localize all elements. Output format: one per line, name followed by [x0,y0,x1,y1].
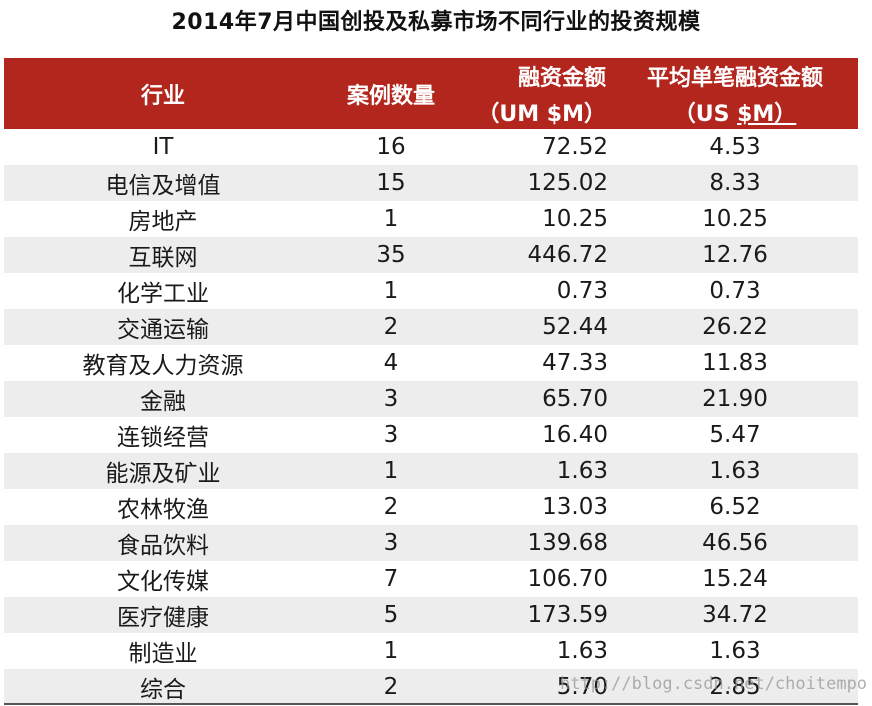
avg-cell: 11.83 [702,350,768,376]
avg-cell: 2.85 [709,674,761,700]
amount-cell: 47.33 [542,350,608,376]
table-title: 2014年7月中国创投及私募市场不同行业的投资规模 [171,10,701,35]
industry-cell: 交通运输 [117,317,209,343]
avg-cell: 26.22 [702,314,768,340]
avg-cell: 6.52 [709,494,761,520]
avg-cell: 12.76 [702,242,768,268]
amount-cell: 72.52 [542,134,608,160]
industry-cell: 综合 [140,677,186,703]
count-cell: 5 [383,602,399,628]
count-cell: 1 [383,278,399,304]
industry-cell: 互联网 [128,245,198,271]
count-cell: 15 [376,170,406,196]
table-row: 农林牧渔 2 13.03 6.52 [4,489,858,525]
header-amount-label: 融资金额 [517,65,606,91]
avg-cell: 0.73 [709,278,761,304]
header-count: 案例数量 [346,83,435,109]
amount-cell: 125.02 [527,170,608,196]
avg-cell: 5.47 [709,422,761,448]
amount-cell: 139.68 [527,530,608,556]
header-row: 行业 案例数量 融资金额 （UM $M） 平均单笔融资金额 （US $M） [4,58,858,129]
industry-cell: 医疗健康 [117,605,209,631]
amount-cell: 5.70 [556,674,608,700]
header-industry: 行业 [140,83,185,109]
table-row: 教育及人力资源 4 47.33 11.83 [4,345,858,381]
table-row: 交通运输 2 52.44 26.22 [4,309,858,345]
table-row: 制造业 1 1.63 1.63 [4,633,858,669]
count-cell: 3 [383,386,399,412]
avg-cell: 21.90 [702,386,768,412]
count-cell: 3 [383,422,399,448]
table-row: 食品饮料 3 139.68 46.56 [4,525,858,561]
count-cell: 4 [383,350,399,376]
avg-cell: 8.33 [709,170,761,196]
amount-cell: 0.73 [556,278,608,304]
table-row: 互联网 35 446.72 12.76 [4,237,858,273]
amount-cell: 10.25 [542,206,608,232]
count-cell: 35 [376,242,406,268]
count-cell: 3 [383,530,399,556]
table-row: 综合 2 5.70 2.85 [4,669,858,705]
industry-cell: 化学工业 [117,281,209,307]
avg-cell: 4.53 [709,134,761,160]
table-row: 连锁经营 3 16.40 5.47 [4,417,858,453]
avg-cell: 1.63 [709,638,761,664]
count-cell: 1 [383,458,399,484]
table-row: 医疗健康 5 173.59 34.72 [4,597,858,633]
amount-cell: 1.63 [556,458,608,484]
avg-cell: 46.56 [702,530,768,556]
amount-cell: 65.70 [542,386,608,412]
industry-cell: 制造业 [128,641,198,667]
industry-cell: 金融 [140,389,186,415]
avg-cell: 34.72 [702,602,768,628]
table-row: 能源及矿业 1 1.63 1.63 [4,453,858,489]
industry-cell: 能源及矿业 [105,461,221,487]
header-amount: 融资金额 （UM $M） [460,58,612,129]
table-row: 文化传媒 7 106.70 15.24 [4,561,858,597]
header-avg-unit-prefix: （US [673,101,738,127]
amount-cell: 13.03 [542,494,608,520]
investment-table: 行业 案例数量 融资金额 （UM $M） 平均单笔融资金额 （US $M） IT… [4,58,858,705]
count-cell: 1 [383,638,399,664]
industry-cell: 房地产 [128,209,198,235]
avg-cell: 1.63 [709,458,761,484]
count-cell: 1 [383,206,399,232]
count-cell: 2 [383,674,399,700]
industry-cell: IT [152,134,174,160]
header-avg-unit-main: $M） [737,101,797,127]
table-row: 化学工业 1 0.73 0.73 [4,273,858,309]
table-row: 电信及增值 15 125.02 8.33 [4,165,858,201]
industry-cell: 农林牧渔 [117,497,209,523]
table-row: IT 16 72.52 4.53 [4,129,858,165]
header-avg-label: 平均单笔融资金额 [646,65,823,91]
industry-cell: 连锁经营 [117,425,209,451]
count-cell: 2 [383,494,399,520]
count-cell: 16 [376,134,406,160]
count-cell: 2 [383,314,399,340]
amount-cell: 52.44 [542,314,608,340]
amount-cell: 106.70 [527,566,608,592]
amount-cell: 173.59 [527,602,608,628]
header-avg: 平均单笔融资金额 （US $M） [612,58,858,129]
industry-cell: 食品饮料 [117,533,209,559]
amount-cell: 446.72 [527,242,608,268]
industry-cell: 电信及增值 [105,173,221,199]
table-row: 金融 3 65.70 21.90 [4,381,858,417]
table-row: 房地产 1 10.25 10.25 [4,201,858,237]
watermark: http://blog.csdn.net/choitempo [560,674,868,694]
avg-cell: 15.24 [702,566,768,592]
industry-cell: 文化传媒 [117,569,209,595]
bottom-rule [4,703,858,705]
header-amount-unit: （UM $M） [477,101,606,127]
avg-cell: 10.25 [702,206,768,232]
amount-cell: 16.40 [542,422,608,448]
count-cell: 7 [383,566,399,592]
industry-cell: 教育及人力资源 [82,353,244,379]
amount-cell: 1.63 [556,638,608,664]
